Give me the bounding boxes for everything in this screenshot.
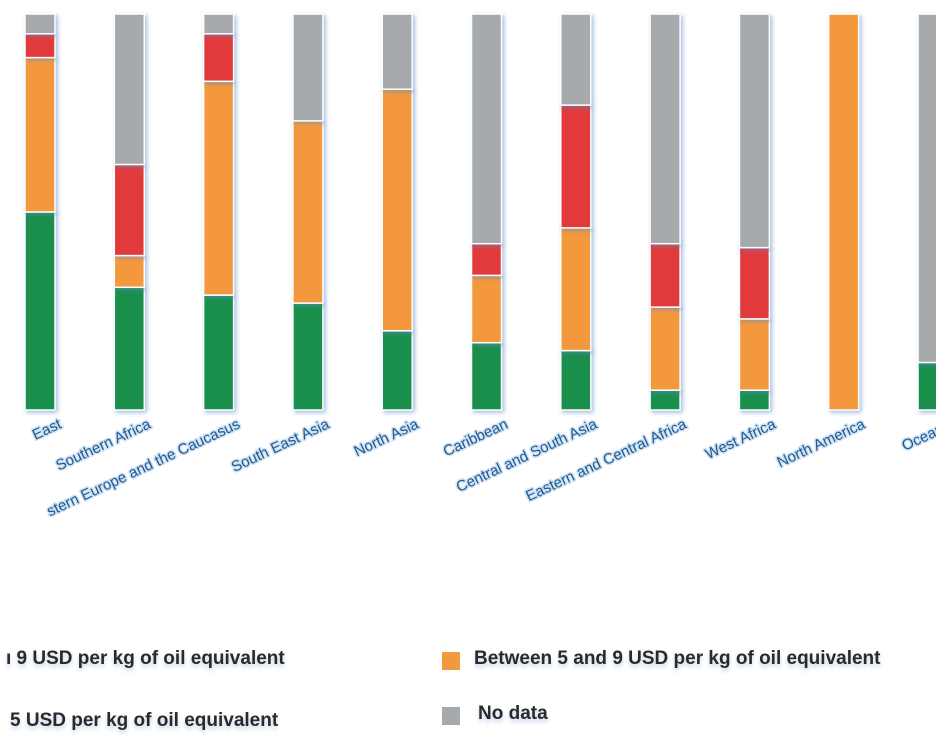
bar-segment-2-2: [202, 33, 235, 83]
legend-swatch-orange: [442, 652, 460, 670]
category-label-5: Caribbean: [441, 416, 511, 461]
bar-segment-7-2: [649, 242, 681, 308]
category-label-10: Oceania: [899, 415, 936, 454]
category-label-6: Central and South Asia: [454, 415, 601, 496]
bar-segment-9-1: [827, 13, 860, 411]
category-label-8: West Africa: [703, 415, 779, 463]
bar-segment-6-2: [560, 104, 592, 229]
bar-segment-10-0: [917, 361, 936, 411]
bar-segment-5-2: [470, 242, 503, 277]
bar-segment-8-0: [738, 389, 771, 411]
category-label-0: East: [30, 415, 65, 443]
bar-segment-0-0: [24, 211, 56, 411]
bar-segment-5-3: [470, 13, 503, 245]
category-label-3: South East Asia: [229, 415, 333, 475]
bar-segment-7-0: [649, 389, 681, 411]
bar-segment-6-3: [560, 13, 592, 106]
legend-label-orange: Between 5 and 9 USD per kg of oil equiva…: [474, 648, 881, 669]
bar-segment-1-2: [113, 163, 146, 257]
bar-segment-2-1: [202, 80, 235, 296]
bar-segment-7-3: [649, 13, 681, 245]
bar-segment-0-2: [24, 33, 56, 59]
bar-segment-3-1: [292, 120, 324, 304]
legend-label-gray: No data: [478, 703, 548, 724]
category-label-4: North Asia: [351, 415, 421, 460]
bar-segment-8-2: [738, 246, 771, 320]
bar-segment-6-1: [560, 227, 592, 352]
bar-segment-10-3: [917, 13, 936, 364]
bar-segment-2-3: [202, 13, 235, 35]
bar-segment-4-3: [381, 13, 413, 90]
bar-segment-5-1: [470, 274, 503, 344]
bar-segment-3-3: [292, 13, 324, 122]
bar-segment-4-1: [381, 88, 413, 332]
category-label-9: North America: [774, 415, 868, 471]
bar-segment-1-3: [113, 13, 146, 166]
bar-segment-4-0: [381, 330, 413, 411]
bar-segment-5-0: [470, 341, 503, 411]
bar-segment-8-3: [738, 13, 771, 249]
bar-segment-3-0: [292, 302, 324, 411]
legend-swatch-gray: [442, 707, 460, 725]
bar-segment-0-1: [24, 56, 56, 213]
bar-segment-0-3: [24, 13, 56, 35]
legend-label-green: 5 USD per kg of oil equivalent: [10, 710, 279, 731]
bars-group: [24, 13, 936, 411]
category-label-7: Eastern and Central Africa: [523, 415, 689, 505]
bar-segment-6-0: [560, 349, 592, 411]
bar-segment-1-1: [113, 254, 146, 289]
bar-segment-7-1: [649, 306, 681, 391]
legend-label-red: ı 9 USD per kg of oil equivalent: [6, 648, 285, 669]
bar-segment-1-0: [113, 286, 146, 411]
bar-segment-2-0: [202, 294, 235, 411]
bar-segment-8-1: [738, 318, 771, 391]
